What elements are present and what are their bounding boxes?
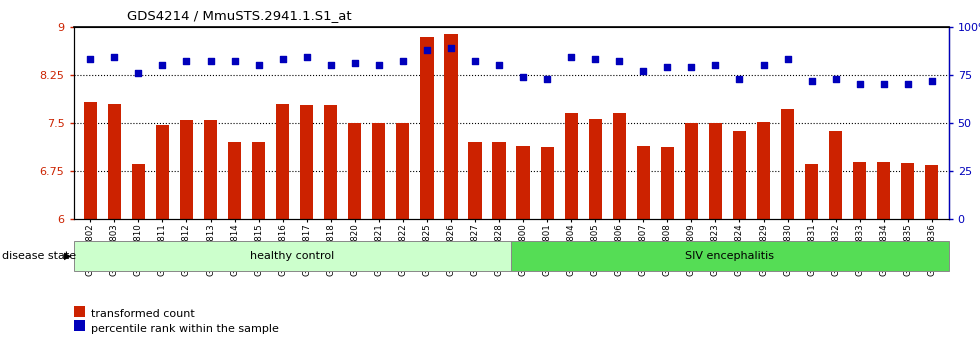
Point xyxy=(467,58,483,64)
Point xyxy=(395,58,411,64)
Bar xyxy=(228,142,241,219)
Bar xyxy=(444,34,458,219)
Point xyxy=(323,62,339,68)
Text: GDS4214 / MmuSTS.2941.1.S1_at: GDS4214 / MmuSTS.2941.1.S1_at xyxy=(127,9,352,22)
Text: healthy control: healthy control xyxy=(250,251,334,261)
Point xyxy=(780,57,796,62)
Point xyxy=(347,61,363,66)
Bar xyxy=(612,113,626,219)
Bar xyxy=(637,145,650,219)
Point xyxy=(82,57,98,62)
Point xyxy=(491,62,507,68)
Bar xyxy=(853,162,866,219)
Point xyxy=(515,74,531,80)
Bar xyxy=(781,109,794,219)
Bar xyxy=(541,148,554,219)
Point xyxy=(178,58,194,64)
Bar xyxy=(396,123,410,219)
Point xyxy=(587,57,603,62)
Point xyxy=(419,47,435,52)
Point xyxy=(612,58,627,64)
Point xyxy=(443,45,459,51)
Point xyxy=(155,62,171,68)
Point xyxy=(852,81,867,87)
Text: transformed count: transformed count xyxy=(91,309,195,319)
Point xyxy=(371,62,387,68)
Bar xyxy=(156,125,170,219)
Bar xyxy=(829,131,842,219)
Point xyxy=(900,81,915,87)
Bar xyxy=(661,147,674,219)
Point xyxy=(251,62,267,68)
Bar xyxy=(757,122,770,219)
Bar xyxy=(324,105,337,219)
Point xyxy=(804,78,819,84)
Bar xyxy=(492,142,506,219)
Bar xyxy=(512,241,949,271)
Text: ▶: ▶ xyxy=(64,251,72,261)
Point xyxy=(876,81,892,87)
Point xyxy=(828,76,844,81)
Point xyxy=(683,64,699,70)
Point xyxy=(708,62,723,68)
Bar xyxy=(468,142,481,219)
Bar xyxy=(516,145,530,219)
Bar xyxy=(372,123,385,219)
Point xyxy=(732,76,748,81)
Point xyxy=(539,76,555,81)
Point xyxy=(660,64,675,70)
Bar xyxy=(252,142,266,219)
Bar xyxy=(685,123,698,219)
Bar xyxy=(83,102,97,219)
Bar xyxy=(564,113,578,219)
Bar xyxy=(348,123,362,219)
Text: SIV encephalitis: SIV encephalitis xyxy=(685,251,774,261)
Bar xyxy=(902,163,914,219)
Point xyxy=(203,58,219,64)
Point xyxy=(226,58,242,64)
Bar xyxy=(733,131,746,219)
Bar xyxy=(877,162,891,219)
Point xyxy=(564,55,579,60)
Bar xyxy=(589,119,602,219)
Point xyxy=(756,62,771,68)
Bar xyxy=(276,104,289,219)
Bar xyxy=(108,104,121,219)
Bar xyxy=(420,37,433,219)
Bar xyxy=(204,120,218,219)
Point xyxy=(130,70,146,76)
Bar xyxy=(74,241,512,271)
Text: disease state: disease state xyxy=(2,251,76,261)
Point xyxy=(924,78,940,84)
Point xyxy=(299,55,315,60)
Bar xyxy=(925,165,939,219)
Bar xyxy=(805,164,818,219)
Bar xyxy=(180,120,193,219)
Point xyxy=(107,55,122,60)
Bar xyxy=(300,105,314,219)
Point xyxy=(635,68,651,74)
Bar xyxy=(709,123,722,219)
Point xyxy=(274,57,290,62)
Bar xyxy=(131,164,145,219)
Text: percentile rank within the sample: percentile rank within the sample xyxy=(91,324,279,333)
